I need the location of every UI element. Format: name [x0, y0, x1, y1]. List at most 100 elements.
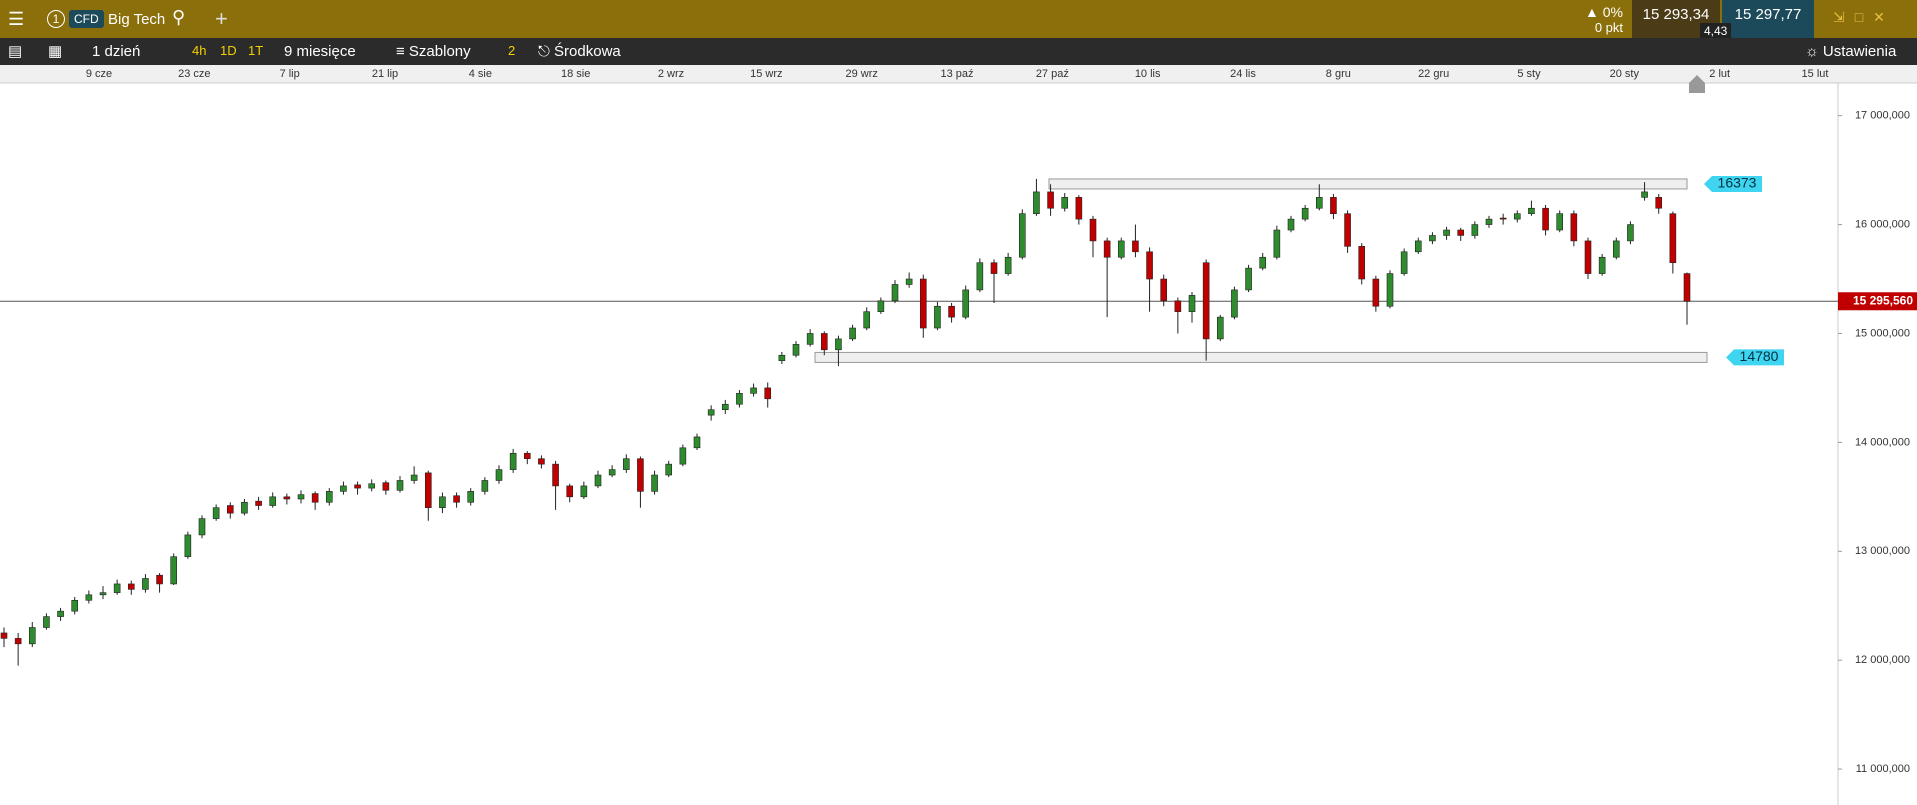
date-label: 15 wrz	[750, 68, 782, 80]
candle-body	[1414, 240, 1422, 253]
quick-interval[interactable]: 1D	[220, 43, 237, 58]
candle-body	[325, 491, 333, 503]
candle-body	[934, 305, 941, 329]
level-label: 16373	[1718, 175, 1757, 191]
candle-body	[622, 458, 630, 470]
layout-icon[interactable]: ▦	[48, 43, 63, 60]
candle-body	[1499, 217, 1507, 220]
settings[interactable]: ☼ Ustawienia	[1805, 43, 1897, 60]
date-label: 2 lut	[1709, 68, 1730, 80]
window-controls[interactable]: ⇲□✕	[1833, 9, 1895, 25]
candle-body	[142, 578, 149, 590]
candle-body	[269, 496, 277, 506]
candle-body	[184, 534, 192, 558]
templates[interactable]: ≡ Szablony	[396, 43, 471, 60]
candle-body	[538, 458, 545, 465]
candle-body	[1160, 278, 1168, 302]
candle-body	[297, 494, 305, 500]
candle-body	[1570, 213, 1578, 242]
candle-body	[1584, 240, 1592, 274]
candle-body	[170, 556, 178, 585]
candle-body	[1330, 197, 1337, 214]
candle-body	[1301, 207, 1309, 220]
candle-body	[156, 574, 163, 585]
candle-body	[1358, 246, 1366, 280]
candle-body	[396, 480, 404, 491]
candle-body	[1542, 207, 1549, 231]
tab-number[interactable]: 1	[47, 10, 65, 28]
search-icon[interactable]: ⚲	[172, 7, 186, 27]
candle-body	[835, 338, 842, 351]
interval[interactable]: 1 dzień	[92, 43, 141, 60]
price-type-text[interactable]: Środkowa	[554, 43, 621, 60]
change-pct-text: 0%	[1602, 4, 1623, 20]
menu-button[interactable]: ☰	[8, 9, 25, 29]
candle-body	[311, 493, 319, 503]
chart: 9 cze 23 cze 7 lip 21 lip 4 sie 18 sie 2 wrz 15…	[0, 65, 1917, 805]
candle-body	[1004, 256, 1012, 274]
templates-count: 2	[508, 43, 516, 58]
candle-body	[523, 452, 531, 460]
candle-body	[354, 484, 361, 489]
price-type[interactable]: ⎋ Środkowa	[538, 43, 621, 60]
candle-body	[1400, 251, 1408, 274]
candle-body	[962, 289, 970, 318]
sell-price[interactable]: 15 293,34	[1632, 0, 1720, 38]
candle-body	[509, 452, 517, 470]
date-label: 8 gru	[1326, 68, 1351, 80]
candle-body	[891, 284, 899, 302]
instrument[interactable]: Big Tech	[108, 11, 166, 28]
candle-body	[99, 592, 107, 596]
candle-body	[665, 463, 673, 476]
candle-body	[820, 333, 828, 351]
candle-body	[1386, 273, 1394, 307]
candle-body	[608, 469, 616, 476]
date-label: 15 lut	[1802, 68, 1829, 80]
spread: 4,43	[1700, 23, 1732, 39]
candle-body	[990, 262, 998, 274]
candle-body	[778, 354, 786, 361]
candle-body	[368, 483, 376, 489]
date-label: 4 sie	[469, 68, 492, 80]
candle-body	[1612, 240, 1620, 258]
range[interactable]: 9 miesięce	[284, 43, 356, 60]
candle-body	[453, 495, 460, 503]
quick-interval[interactable]: 4h	[192, 43, 207, 58]
candle-body	[1047, 191, 1054, 209]
candle-body	[905, 278, 913, 285]
candle-body	[0, 632, 8, 639]
candle-body	[1117, 240, 1125, 258]
date-label: 5 sty	[1517, 68, 1541, 80]
candle-body	[1315, 197, 1323, 209]
list-icon[interactable]: ▤	[8, 43, 23, 60]
candle-body	[43, 616, 50, 628]
candle-body	[439, 496, 446, 509]
templates-text[interactable]: Szablony	[408, 43, 471, 60]
quick-interval[interactable]: 1T	[248, 43, 264, 58]
candle-body	[651, 474, 658, 492]
candle-body	[750, 387, 757, 394]
candle-body	[28, 627, 36, 645]
date-label: 7 lip	[280, 68, 300, 80]
buy-price[interactable]: 15 297,77	[1722, 0, 1814, 38]
candle-body	[806, 333, 814, 345]
candle-body	[1075, 197, 1083, 220]
date-label: 10 lis	[1135, 68, 1161, 80]
toolbar: ▤ ▦ 1 dzień 4h 1D 1T 9 miesięce ≡ Szablo…	[0, 38, 1917, 65]
settings-text[interactable]: Ustawienia	[1822, 43, 1897, 60]
last-price-tag	[1838, 292, 1917, 311]
candle-body	[849, 327, 856, 340]
header: ☰ 1 CFD Big Tech ⚲ + ▲ 0% 0 pkt 15 293,3…	[0, 0, 1917, 39]
candle-body	[255, 500, 262, 506]
y-tick-label: 17 000,000	[1855, 110, 1910, 122]
candle-body	[1683, 273, 1691, 302]
candle-body	[1259, 256, 1267, 269]
date-label: 2 wrz	[658, 68, 684, 80]
add-tab[interactable]: +	[215, 6, 228, 31]
candle-body	[1202, 262, 1210, 340]
candle-body	[1216, 316, 1224, 340]
candle-body	[1372, 278, 1380, 307]
candle-body	[1103, 240, 1111, 258]
candle-body	[1443, 229, 1450, 236]
candle-body	[1528, 207, 1535, 214]
